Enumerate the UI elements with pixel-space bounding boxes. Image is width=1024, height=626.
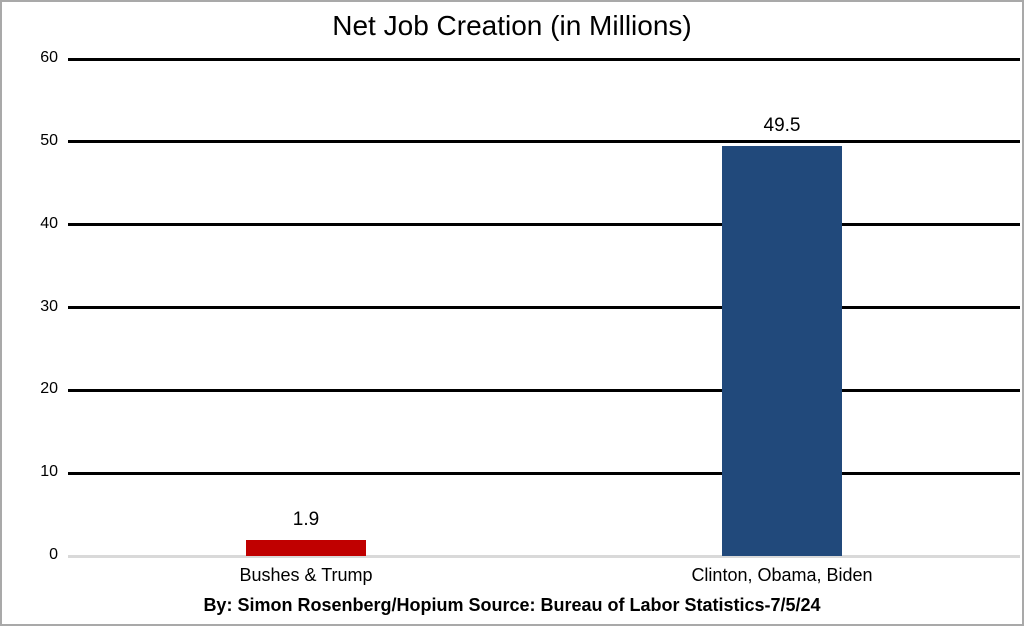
y-tick-label-40: 40	[40, 214, 58, 232]
bar-bushes-trump	[246, 540, 366, 556]
y-tick-label-30: 30	[40, 297, 58, 315]
y-tick-label-60: 60	[40, 49, 58, 66]
data-label-bushes-trump: 1.9	[292, 509, 320, 531]
bar-clinton-obama-biden	[722, 145, 842, 556]
y-tick-label-20: 20	[40, 380, 58, 398]
gridline-40	[68, 223, 1020, 227]
category-label-clinton-obama-biden: Clinton, Obama, Biden	[691, 565, 873, 585]
gridline-50	[68, 140, 1020, 144]
gridline-20	[68, 388, 1020, 392]
y-tick-label-10: 10	[40, 463, 58, 481]
gridline-60	[68, 57, 1020, 61]
y-tick-label-50: 50	[40, 131, 58, 149]
gridline-10	[68, 471, 1020, 475]
chart-title: Net Job Creation (in Millions)	[332, 10, 692, 41]
source-attribution: By: Simon Rosenberg/Hopium Source: Burea…	[203, 595, 821, 615]
gridline-30	[68, 306, 1020, 309]
category-label-bushes-trump: Bushes & Trump	[239, 565, 373, 585]
y-tick-label-0: 0	[49, 546, 58, 563]
data-label-clinton-obama-biden: 49.5	[763, 114, 801, 136]
x-axis-baseline	[68, 554, 1020, 558]
